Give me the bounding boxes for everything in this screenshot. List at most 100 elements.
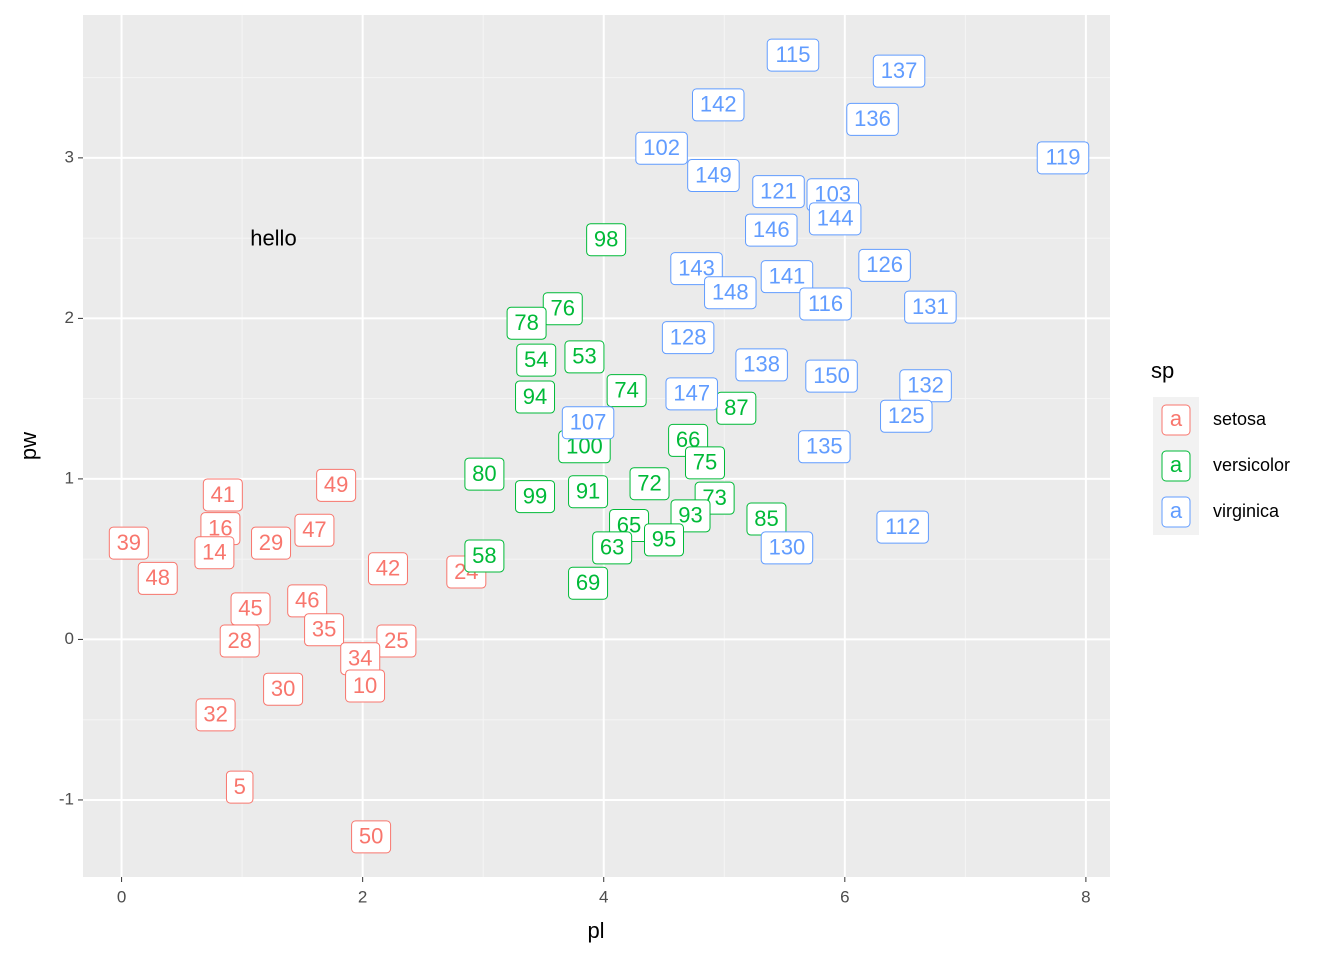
x-tick-label: 8 [1081,887,1090,906]
point-box [904,290,957,324]
point-label: 14 [194,536,235,570]
point-label: 132 [899,369,952,403]
point-text: 46 [295,588,319,613]
point-box [684,446,725,480]
point-text: 94 [523,384,547,409]
point-text: 39 [117,530,141,555]
point-text: 112 [885,514,920,539]
point-label: 135 [798,430,851,464]
point-label: 95 [644,523,685,557]
point-label: 107 [561,406,615,440]
x-axis-title: pl [587,918,604,943]
legend-label: versicolor [1213,455,1290,475]
point-text: 126 [866,252,903,277]
point-text: 35 [312,617,336,642]
point-box [586,223,627,257]
point-label: 85 [746,502,787,536]
point-text: 50 [359,824,383,849]
point-box [846,102,899,136]
point-label: 112 [876,510,929,544]
point-text: 147 [673,381,710,406]
point-label: 131 [904,290,957,324]
point-label: 45 [230,592,271,626]
legend-key-box [1161,496,1191,528]
point-text: 149 [695,162,732,187]
point-box [568,475,609,509]
point-text: 87 [724,395,748,420]
point-text: 98 [594,227,618,252]
point-text: 41 [211,482,235,507]
point-label: 138 [735,348,788,382]
point-label: 142 [691,88,745,122]
point-text: 102 [643,135,680,160]
point-box [202,478,243,512]
point-box [858,248,911,282]
point-label: 69 [568,566,609,600]
point-label: 5 [225,770,254,804]
point-box [568,566,609,600]
point-label: 144 [808,202,862,236]
point-box [760,260,814,294]
point-box [225,770,254,804]
y-tick-label: 3 [65,147,74,166]
legend: a setosa a versicolor a virginica [1153,397,1290,535]
point-box [687,159,740,193]
point-label: 98 [586,223,627,257]
point-label: 54 [516,343,557,377]
legend-label: virginica [1213,501,1280,521]
point-label: 91 [568,475,609,509]
point-label: 128 [661,321,715,355]
point-box [808,202,862,236]
point-text: 136 [854,106,891,131]
point-label: 30 [263,672,304,706]
point-text: 49 [324,472,348,497]
point-text: 99 [523,483,547,508]
point-label: 58 [464,539,505,573]
point-text: 95 [652,527,676,552]
point-label: 75 [684,446,725,480]
point-box [506,306,547,340]
point-box [316,468,357,502]
point-box [263,672,304,706]
point-text: 138 [743,352,780,377]
point-box [251,526,292,560]
point-label: 125 [880,399,933,433]
point-text: 63 [600,535,624,560]
point-label: 87 [716,391,757,425]
point-label: 148 [704,276,757,310]
point-label: 42 [367,552,408,586]
point-text: 74 [614,377,638,402]
point-label: 47 [294,513,335,547]
point-label: 130 [760,531,814,565]
point-text: 119 [1045,145,1080,170]
point-text: 137 [881,58,918,83]
point-text: 14 [202,540,226,565]
point-text: 75 [693,450,717,475]
point-text: 76 [551,296,575,321]
points: 3948411614294749424546283525341030325502… [108,38,1090,854]
point-label: 50 [351,820,392,854]
point-text: 53 [572,344,596,369]
point-text: 45 [238,596,262,621]
point-box [880,399,933,433]
point-label: 116 [799,287,852,321]
point-label: 29 [251,526,292,560]
point-label: 76 [542,292,583,326]
point-label: 137 [872,54,926,88]
legend-key-box [1161,404,1191,436]
point-label: 32 [195,698,236,732]
point-text: 121 [760,178,797,203]
point-box [561,406,615,440]
point-box [515,380,556,414]
point-label: 53 [564,340,605,374]
point-text: 29 [259,530,283,555]
point-label: 102 [635,131,688,165]
point-label: 115 [766,38,820,72]
point-text: 28 [227,628,251,653]
point-label: 63 [592,531,633,565]
point-label: 121 [752,175,805,209]
point-text: 107 [570,410,607,435]
point-text: 132 [907,373,944,398]
point-label: 147 [665,377,718,411]
point-text: 150 [813,363,850,388]
